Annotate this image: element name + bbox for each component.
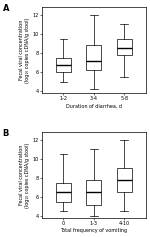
Y-axis label: Fecal viral concentration
(log₁₀ copies cDNA/g stool): Fecal viral concentration (log₁₀ copies … — [19, 18, 30, 83]
PathPatch shape — [86, 180, 101, 205]
Text: B: B — [3, 128, 9, 137]
X-axis label: Total frequency of vomiting: Total frequency of vomiting — [60, 228, 127, 233]
PathPatch shape — [56, 58, 71, 72]
PathPatch shape — [117, 168, 132, 192]
Text: A: A — [3, 4, 9, 13]
Y-axis label: Fecal viral concentration
(log₁₀ copies cDNA/g stool): Fecal viral concentration (log₁₀ copies … — [19, 142, 30, 208]
PathPatch shape — [117, 39, 132, 55]
PathPatch shape — [56, 183, 71, 202]
X-axis label: Duration of diarrhea, d: Duration of diarrhea, d — [66, 104, 122, 109]
PathPatch shape — [86, 45, 101, 70]
